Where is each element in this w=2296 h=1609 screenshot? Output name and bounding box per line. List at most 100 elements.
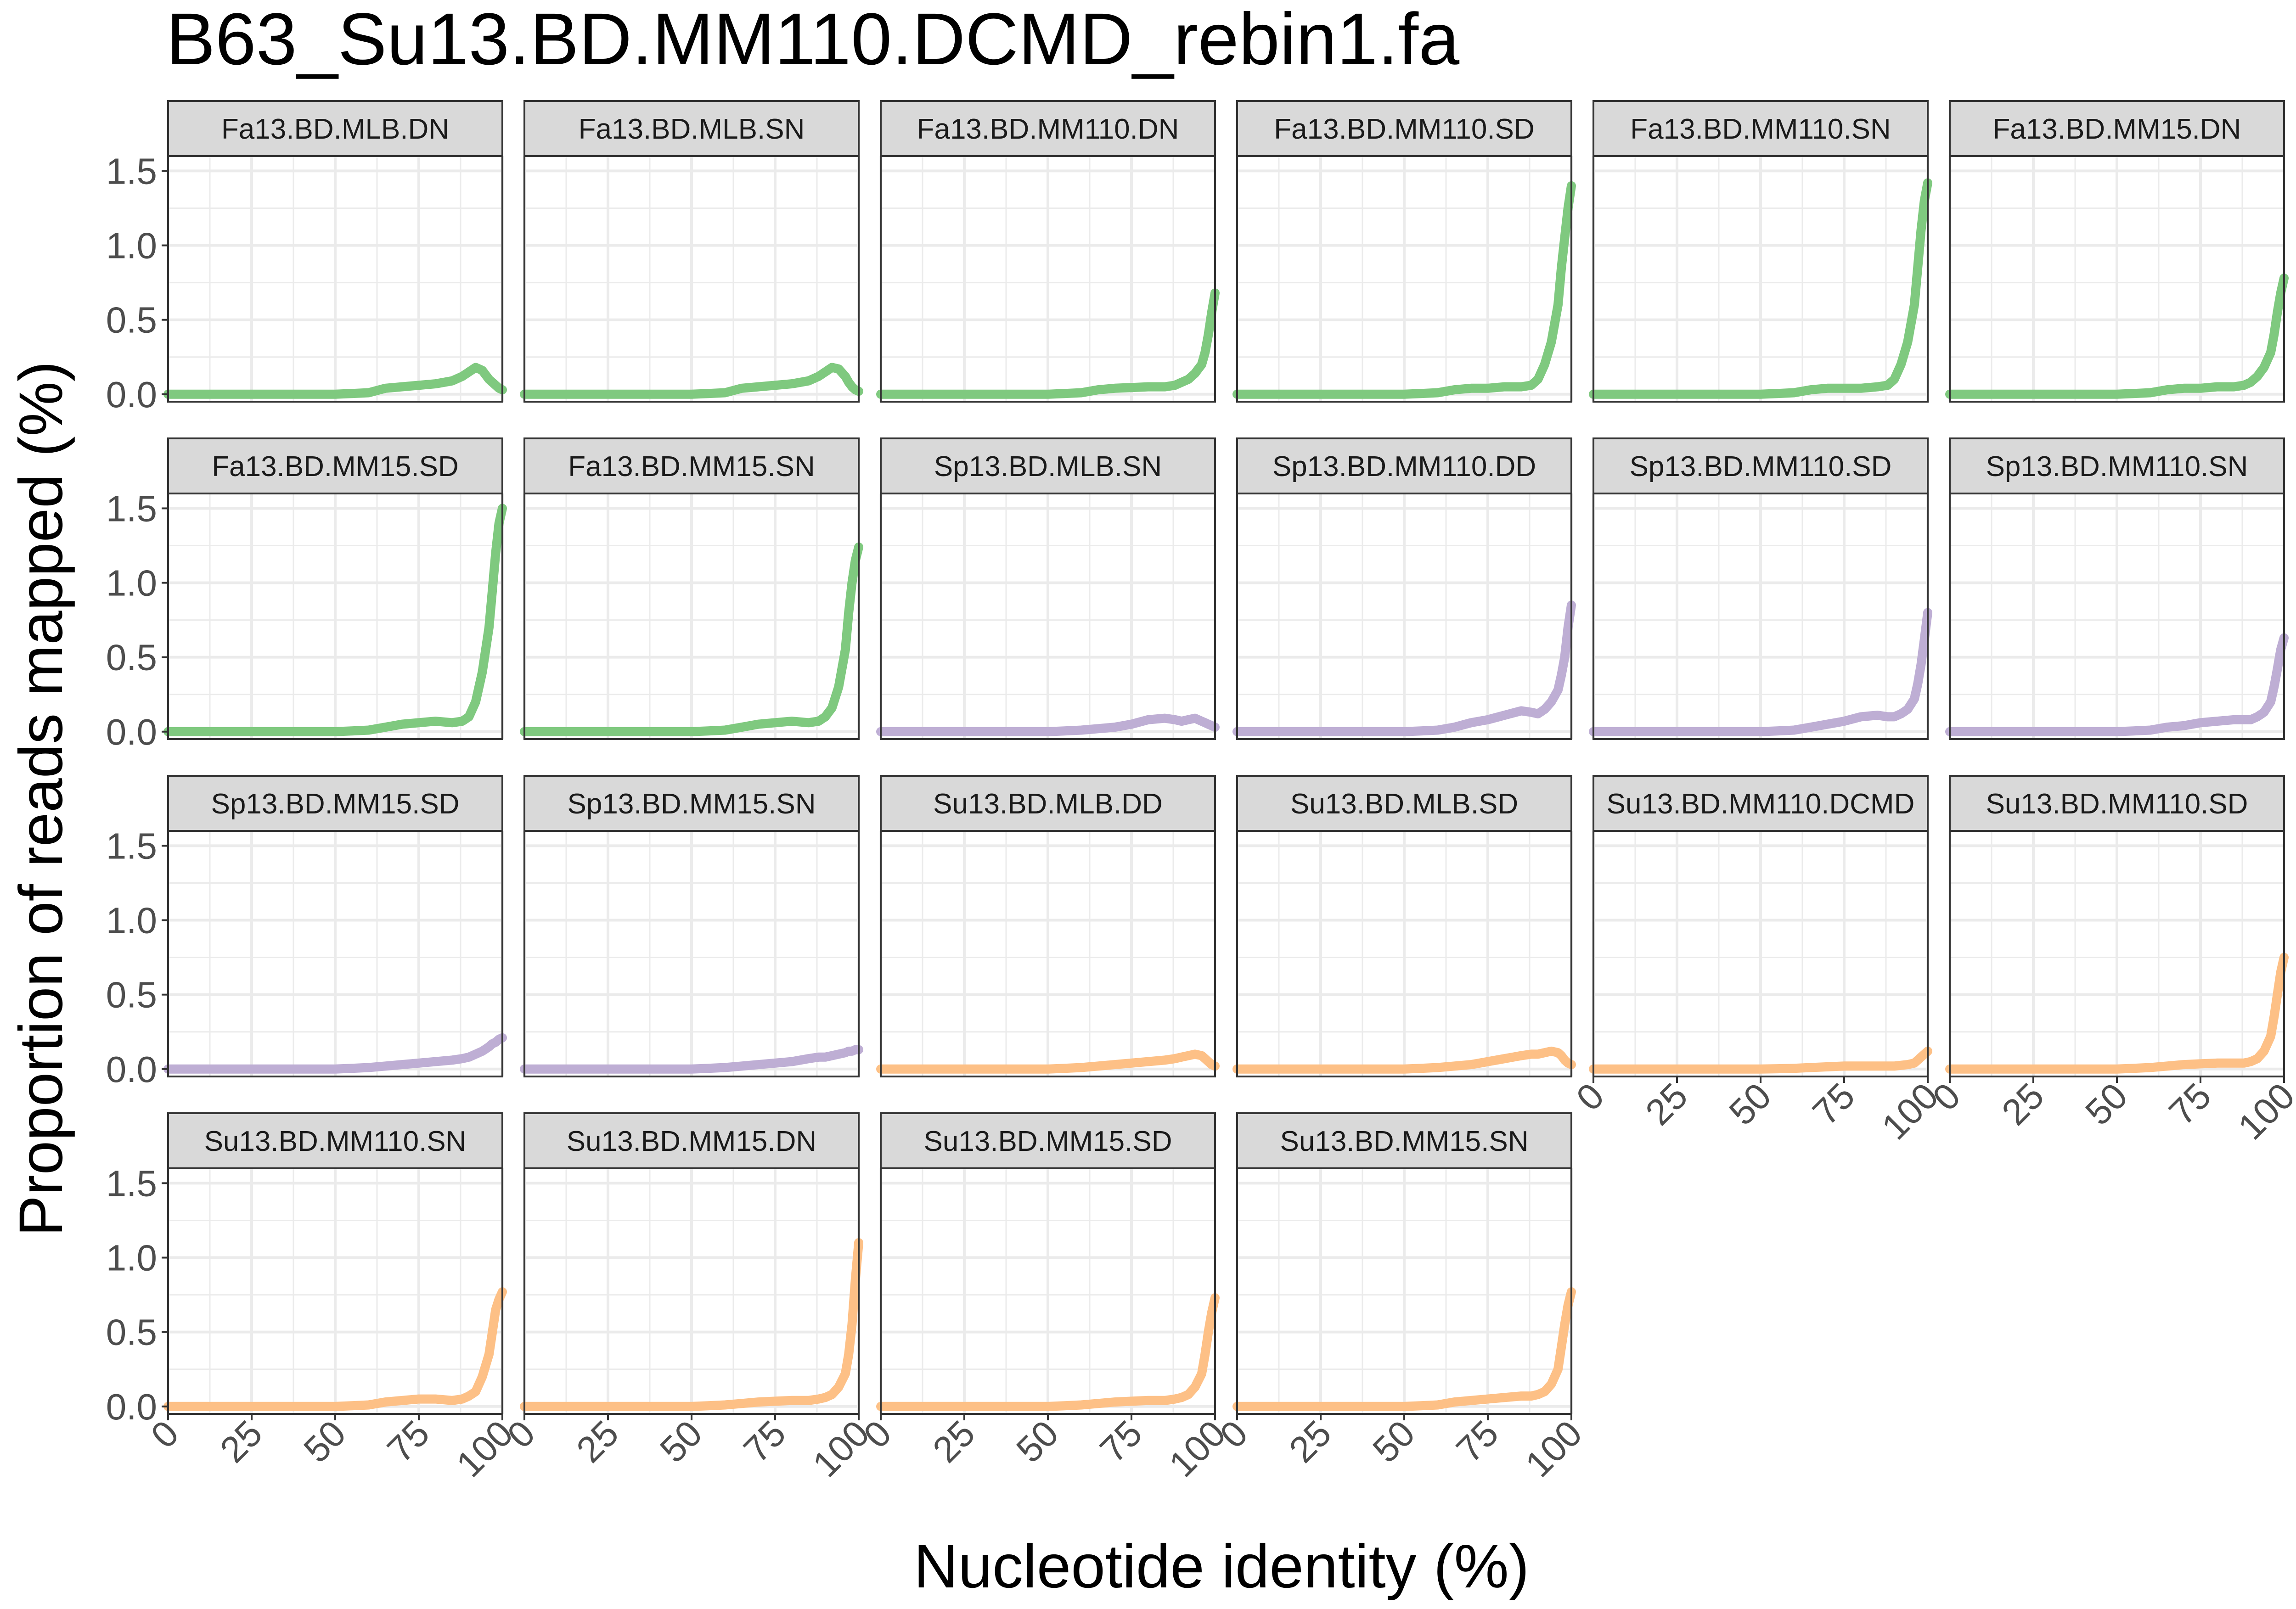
panel-border (1949, 493, 2285, 740)
y-tick-label: 1.5 (106, 151, 157, 191)
y-tick-label: 0.5 (106, 637, 157, 678)
series-line (1945, 953, 2289, 1074)
y-tick-label: 0.0 (106, 374, 157, 415)
facet-strip (523, 1112, 860, 1169)
series-line (1945, 273, 2289, 399)
y-tick-label: 0.5 (106, 300, 157, 341)
facet-strip-label: Su13.BD.MM110.SD (1986, 788, 2248, 820)
facet-strip-label: Su13.BD.MM110.SN (204, 1126, 467, 1157)
facet-strip (880, 775, 1216, 832)
y-tick-label: 0.0 (106, 1386, 157, 1427)
facet-panel: Sp13.BD.MM15.SD 0.0 0.5 1.0 1.5 (106, 775, 507, 1090)
facet-panel: Sp13.BD.MM110.SD (1589, 437, 1932, 740)
facet-strip-label: Su13.BD.MLB.DD (933, 788, 1163, 820)
series-line (1945, 633, 2289, 736)
panel-border (1236, 493, 1572, 740)
facet-strip (1949, 100, 2285, 157)
panel-border (1949, 155, 2285, 403)
panel-border (523, 830, 860, 1077)
facet-strip (1236, 100, 1572, 157)
facet-panel: Su13.BD.MLB.SD (1232, 775, 1576, 1077)
y-tick-label: 0.0 (106, 1049, 157, 1090)
x-axis-label: Nucleotide identity (%) (914, 1532, 1530, 1601)
facet-strip (880, 1112, 1216, 1169)
panel-border (1236, 155, 1572, 403)
series-line (520, 1045, 863, 1074)
facet-strip-label: Su13.BD.MM15.SD (924, 1126, 1172, 1157)
y-tick-label: 0.5 (106, 1312, 157, 1353)
facet-strip (1949, 775, 2285, 832)
panel-border (1593, 493, 1929, 740)
facet-panel: Fa13.BD.MM110.SD (1232, 100, 1576, 403)
y-tick-label: 1.0 (106, 563, 157, 604)
panel-border (167, 830, 503, 1077)
panel-border (523, 155, 860, 403)
y-tick-label: 0.0 (106, 712, 157, 752)
series-line (520, 542, 863, 736)
facet-panel: Fa13.BD.MLB.SN (520, 100, 863, 403)
facet-strip (880, 100, 1216, 157)
series-line (1589, 1046, 1932, 1074)
facet-panels: Fa13.BD.MLB.DN 0.0 0.5 1.0 1.5 Fa13.BD.MLB.SN… (106, 100, 2296, 1485)
series-line (163, 504, 507, 736)
facet-strip-label: Su13.BD.MM15.DN (567, 1126, 816, 1157)
y-tick-label: 1.5 (106, 488, 157, 529)
facet-strip (1593, 775, 1929, 832)
series-line (1232, 1287, 1576, 1411)
series-line (1589, 178, 1932, 399)
y-tick-label: 1.5 (106, 1163, 157, 1204)
series-line (1232, 1046, 1576, 1074)
facet-panel: Su13.BD.MM15.DN0 25 50 75 100 (500, 1112, 877, 1485)
facet-panel: Sp13.BD.MLB.SN (876, 437, 1220, 740)
facet-strip-label: Fa13.BD.MM110.SD (1274, 113, 1534, 145)
facet-strip-label: Fa13.BD.MM110.SN (1630, 113, 1891, 145)
facet-strip-label: Sp13.BD.MM110.DD (1272, 451, 1536, 482)
facet-panel: Su13.BD.MM15.SN0 25 50 75 100 (1212, 1112, 1590, 1485)
facet-strip-label: Fa13.BD.MM15.SD (212, 451, 459, 482)
facet-strip-label: Su13.BD.MLB.SD (1290, 788, 1518, 820)
panel-border (167, 155, 503, 403)
facet-strip (523, 437, 860, 494)
series-line (520, 1238, 863, 1411)
series-line (876, 1049, 1220, 1074)
facet-panel: Su13.BD.MM15.SD0 25 50 75 100 (856, 1112, 1233, 1485)
panel-border (167, 493, 503, 740)
series-line (163, 1033, 507, 1074)
facet-strip-label: Su13.BD.MM110.DCMD (1607, 788, 1915, 820)
facet-panel: Fa13.BD.MLB.DN 0.0 0.5 1.0 1.5 (106, 100, 507, 415)
facet-strip (167, 100, 503, 157)
facet-strip-label: Sp13.BD.MM110.SD (1630, 451, 1892, 482)
facet-strip-label: Fa13.BD.MLB.DN (221, 113, 449, 145)
panel-border (1593, 155, 1929, 403)
series-line (163, 363, 507, 399)
facet-strip (1236, 437, 1572, 494)
facet-strip-label: Sp13.BD.MLB.SN (934, 451, 1162, 482)
panel-border (880, 493, 1216, 740)
y-tick-label: 1.5 (106, 825, 157, 866)
series-line (520, 363, 863, 399)
facet-strip-label: Fa13.BD.MM110.DN (917, 113, 1179, 145)
series-line (876, 713, 1220, 736)
series-line (1232, 181, 1576, 399)
series-line (1232, 600, 1576, 736)
panel-border (880, 155, 1216, 403)
series-line (163, 1287, 507, 1411)
y-tick-label: 1.0 (106, 1238, 157, 1278)
facet-panel: Sp13.BD.MM15.SN (520, 775, 863, 1077)
facet-strip (167, 775, 503, 832)
y-axis-label: Proportion of reads mapped (%) (7, 361, 75, 1237)
facet-strip-label: Sp13.BD.MM110.SN (1986, 451, 2248, 482)
y-tick-label: 0.5 (106, 975, 157, 1015)
panel-border (1236, 830, 1572, 1077)
facet-panel: Fa13.BD.MM15.DN (1945, 100, 2289, 403)
facet-strip-label: Sp13.BD.MM15.SN (568, 788, 816, 820)
facet-strip (523, 100, 860, 157)
facet-strip (1949, 437, 2285, 494)
facet-panel: Fa13.BD.MM15.SD 0.0 0.5 1.0 1.5 (106, 437, 507, 752)
y-tick-label: 1.0 (106, 900, 157, 941)
facet-strip (1593, 437, 1929, 494)
facet-strip-label: Fa13.BD.MLB.SN (579, 113, 805, 145)
facet-strip (523, 775, 860, 832)
